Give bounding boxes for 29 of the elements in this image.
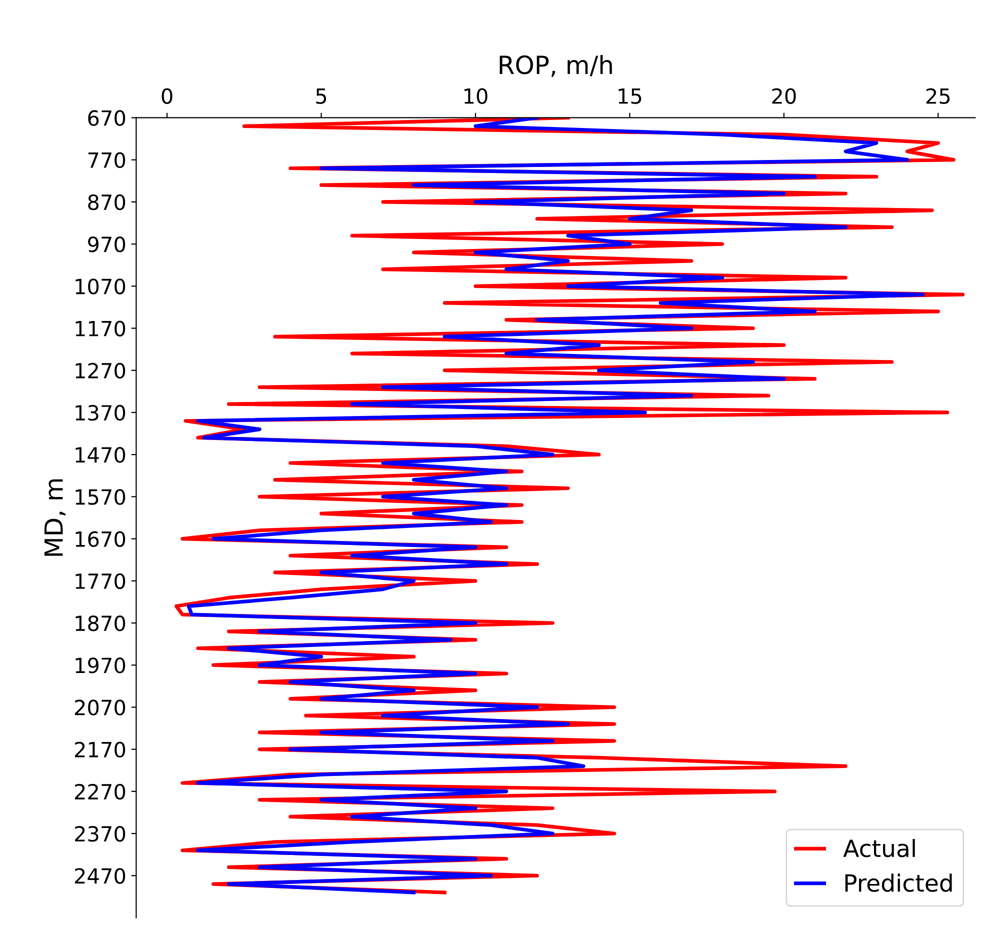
y-tick-label: 1870 (76, 615, 126, 632)
x-axis-title: ROP, m/h (500, 54, 612, 77)
y-tick-label: 970 (88, 236, 126, 252)
y-tick-label: 2370 (74, 826, 126, 842)
y-tick-label: 1270 (76, 362, 126, 379)
legend-label: Predicted (845, 874, 952, 892)
y-tick-label: 670 (88, 110, 126, 126)
y-tick-label: 1670 (76, 531, 126, 547)
y-tick-label: 1170 (76, 320, 126, 336)
y-tick-label: 1770 (76, 573, 126, 590)
x-tick-label: 0 (162, 88, 172, 104)
x-tick-label: 25 (926, 88, 950, 104)
x-tick-label: 15 (618, 88, 642, 104)
y-axis-title: MD, m (44, 479, 66, 556)
y-tick-label: 770 (88, 152, 126, 168)
y-tick-label: 1470 (76, 447, 126, 463)
x-tick-label: 10 (464, 88, 488, 104)
x-tick-label: 20 (772, 88, 796, 104)
y-tick-label: 2170 (74, 742, 126, 758)
y-tick-label: 2070 (74, 700, 126, 716)
y-tick-label: 2470 (74, 868, 126, 884)
y-tick-label: 1370 (76, 404, 126, 421)
legend-label: Actual (843, 838, 915, 858)
y-tick-label: 1970 (76, 658, 126, 674)
y-tick-label: 1570 (76, 489, 126, 505)
y-tick-label: 870 (88, 194, 126, 210)
y-tick-label: 2270 (74, 784, 126, 800)
x-tick-label: 5 (316, 88, 326, 104)
y-tick-label: 1070 (76, 278, 126, 294)
